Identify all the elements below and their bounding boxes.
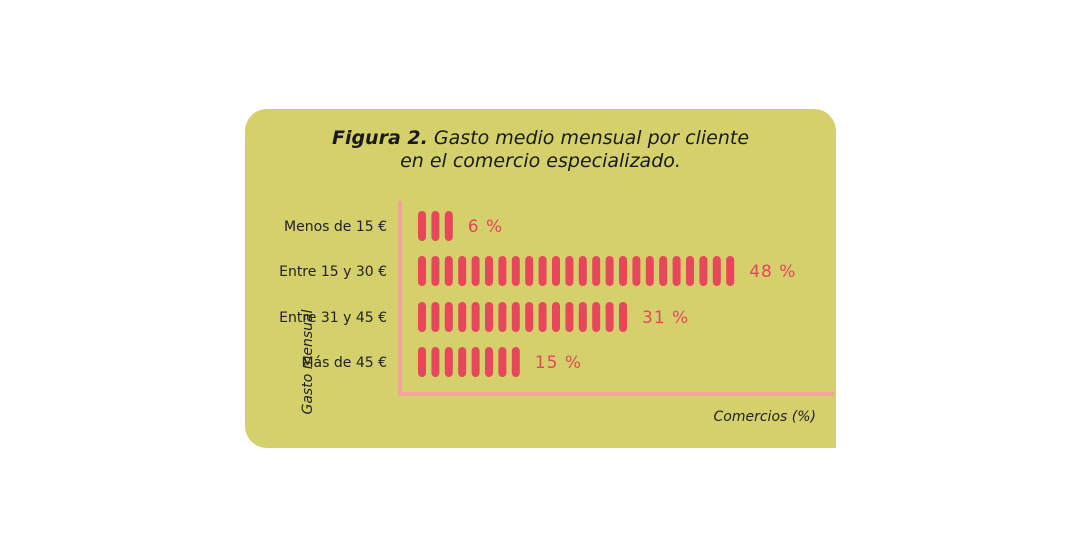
bar-unit — [485, 347, 493, 377]
bar-unit — [444, 256, 453, 286]
bar-unit — [485, 302, 493, 332]
bar-unit — [431, 256, 440, 286]
bar-unit — [471, 302, 480, 332]
bar-unit — [619, 256, 627, 286]
bar-unit — [511, 347, 520, 377]
title-line-1: Gasto medio mensual por cliente — [433, 127, 750, 149]
bar-unit — [471, 347, 480, 377]
bar-unit — [511, 256, 520, 286]
bar-unit — [712, 256, 721, 286]
bar-unit — [498, 256, 507, 286]
title-line-2: en el comercio especializado. — [400, 150, 681, 172]
bar-unit — [458, 302, 467, 332]
bar-unit — [619, 302, 627, 332]
bar-unit — [686, 256, 694, 286]
bar-unit — [525, 302, 534, 332]
bar-unit — [458, 256, 467, 286]
category-label: Menos de 15 € — [284, 219, 387, 235]
bar-unit — [552, 256, 560, 286]
value-label: 31 % — [642, 308, 689, 328]
bar-unit — [418, 347, 426, 377]
bar-unit — [444, 211, 453, 241]
bar-unit — [431, 347, 440, 377]
value-label: 48 % — [749, 262, 796, 282]
figure-card: Figura 2. Gasto medio mensual por client… — [245, 109, 836, 448]
bar-unit — [565, 302, 574, 332]
bar-unit — [444, 347, 453, 377]
bar-unit — [444, 302, 453, 332]
bar-unit — [431, 211, 440, 241]
bar-unit — [418, 302, 426, 332]
bar-unit — [672, 256, 681, 286]
bar-unit — [471, 256, 480, 286]
bar-unit — [552, 302, 560, 332]
x-axis-label: Comercios (%) — [713, 409, 816, 425]
bar-unit — [538, 256, 547, 286]
bar-unit — [511, 302, 520, 332]
bar-unit — [418, 211, 426, 241]
bar-unit — [726, 256, 735, 286]
chart-title: Figura 2. Gasto medio mensual por client… — [245, 127, 836, 173]
bar-unit — [485, 256, 493, 286]
bar-unit — [431, 302, 440, 332]
bar-unit — [632, 256, 641, 286]
bar-unit — [538, 302, 547, 332]
bar-unit — [565, 256, 574, 286]
bar-unit — [592, 302, 601, 332]
category-label: Más de 45 € — [301, 355, 387, 371]
title-figure-number: Figura 2. — [331, 127, 428, 149]
bar-unit — [645, 256, 654, 286]
bar-unit — [458, 347, 467, 377]
bar-unit — [699, 256, 708, 286]
bar-unit — [498, 302, 507, 332]
bar-unit — [578, 302, 587, 332]
bar-unit — [605, 302, 614, 332]
value-label: 15 % — [535, 353, 582, 373]
category-label: Entre 15 y 30 € — [279, 264, 387, 280]
bar-unit — [659, 256, 668, 286]
bar-unit — [525, 256, 534, 286]
bar-unit — [578, 256, 587, 286]
bar-unit — [418, 256, 426, 286]
bar-chart: Menos de 15 € 6 % Entre 15 y 30 € 48 % Entre… — [279, 201, 834, 396]
bar-unit — [592, 256, 601, 286]
value-label: 6 % — [468, 217, 503, 237]
category-label: Entre 31 y 45 € — [279, 310, 387, 326]
bar-unit — [498, 347, 507, 377]
bar-unit — [605, 256, 614, 286]
